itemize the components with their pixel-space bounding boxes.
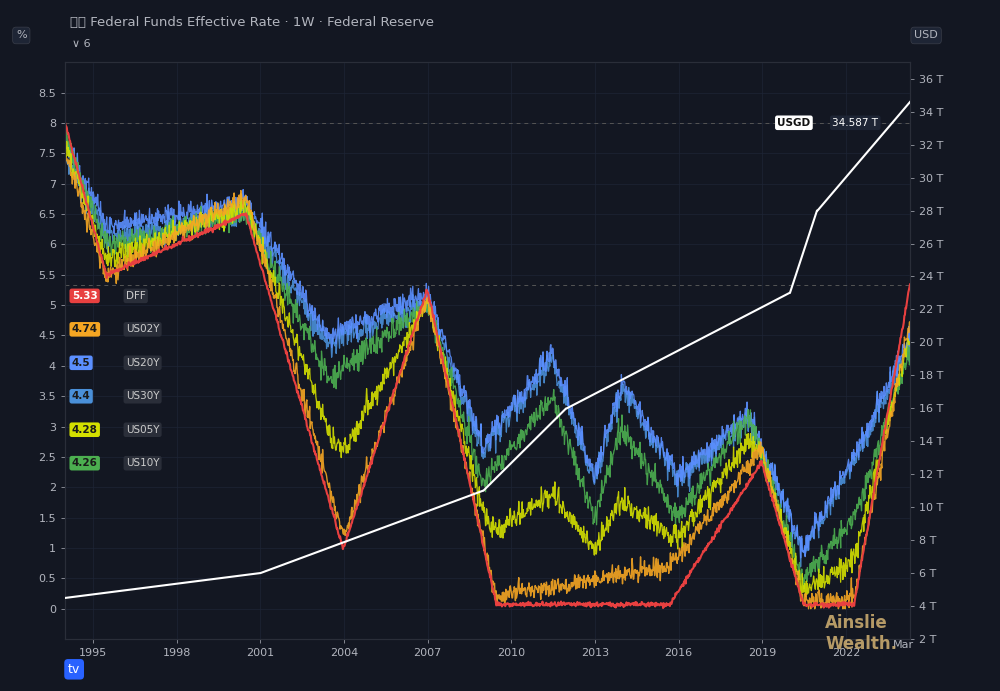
Text: 4.4: 4.4 [72,391,91,401]
Text: tv: tv [68,663,80,676]
Text: US30Y: US30Y [126,391,159,401]
Text: US10Y: US10Y [126,458,159,468]
Text: 4.74: 4.74 [72,324,98,334]
Text: US02Y: US02Y [126,324,159,334]
Text: %: % [16,30,27,41]
Text: US20Y: US20Y [126,358,159,368]
Text: USD: USD [914,30,938,41]
Text: 4.26: 4.26 [72,458,98,468]
Text: USGD: USGD [777,117,810,128]
Text: 4.5: 4.5 [72,358,90,368]
Text: Ainslie
Wealth.: Ainslie Wealth. [825,614,897,653]
Text: ∨ 6: ∨ 6 [72,39,91,49]
Text: 🇺🇸 Federal Funds Effective Rate · 1W · Federal Reserve: 🇺🇸 Federal Funds Effective Rate · 1W · F… [70,16,434,29]
Text: 5.33: 5.33 [72,291,98,301]
Text: Mar: Mar [892,641,914,650]
Text: DFF: DFF [126,291,146,301]
Text: 4.28: 4.28 [72,425,98,435]
Text: 34.587 T: 34.587 T [832,117,878,128]
Text: US05Y: US05Y [126,425,159,435]
